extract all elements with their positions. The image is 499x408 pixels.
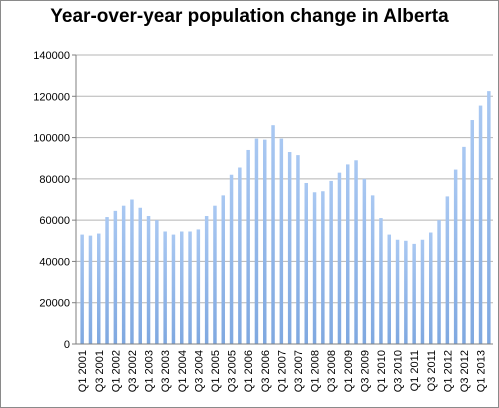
bar (354, 160, 358, 344)
bar (138, 207, 142, 344)
bar (155, 220, 159, 344)
y-tick-label: 120000 (33, 91, 70, 103)
x-tick-label: Q3 2002 (127, 350, 139, 392)
bar (412, 243, 416, 344)
y-tick-label: 140000 (33, 50, 70, 62)
bar (238, 167, 242, 344)
bar (188, 231, 192, 344)
bar (279, 138, 284, 344)
bar (196, 229, 201, 344)
bar (171, 234, 176, 344)
bar (130, 199, 134, 344)
bar (180, 231, 184, 344)
bar (146, 216, 151, 344)
bar (287, 152, 292, 344)
x-tick-label: Q3 2010 (393, 350, 405, 392)
bar (246, 149, 250, 344)
bar (97, 233, 101, 344)
bar (404, 240, 408, 344)
bar (213, 205, 217, 344)
x-tick-label: Q1 2010 (376, 350, 388, 392)
chart-title: Year-over-year population change in Albe… (50, 6, 449, 27)
bar (263, 139, 267, 344)
bar (346, 164, 350, 344)
bar (163, 231, 167, 344)
x-tick-label: Q3 2011 (426, 350, 438, 391)
bar (113, 210, 118, 344)
y-tick-label: 80000 (39, 174, 70, 186)
bar (204, 216, 209, 344)
bar (470, 120, 474, 345)
bar (478, 105, 483, 344)
x-tick-label: Q1 2009 (343, 350, 355, 392)
bar (379, 218, 383, 344)
bar (271, 125, 275, 344)
y-tick-label: 0 (64, 339, 70, 351)
y-tick-label: 60000 (39, 215, 70, 227)
bar (337, 172, 342, 344)
bar (437, 220, 441, 344)
x-tick-label: Q3 2012 (459, 350, 471, 392)
x-tick-label: Q3 2009 (359, 350, 371, 392)
bar (229, 174, 234, 344)
y-tick-label: 100000 (33, 133, 70, 145)
axes (72, 54, 493, 345)
x-tick-label: Q3 2005 (227, 350, 239, 392)
bar (88, 235, 93, 344)
bar (329, 180, 333, 344)
bar (362, 178, 367, 344)
x-tick-label: Q3 2003 (160, 350, 172, 392)
bar (370, 195, 375, 344)
x-tick-label: Q1 2008 (310, 350, 322, 392)
x-tick-label: Q3 2004 (193, 350, 205, 392)
bar (221, 195, 225, 344)
bar (121, 205, 126, 344)
bar (105, 217, 109, 344)
bar (395, 239, 400, 344)
x-tick-label: Q1 2001 (77, 350, 89, 392)
x-tick-label: Q1 2004 (177, 350, 189, 392)
x-tick-label: Q1 2005 (210, 350, 222, 392)
x-tick-label: Q3 2007 (293, 350, 305, 392)
gridlines (76, 54, 493, 304)
y-tick-labels: 0 20000 40000 60000 80000 100000 120000 140000 (33, 50, 70, 351)
bar (387, 234, 391, 344)
bar (296, 155, 300, 344)
x-tick-label: Q3 2006 (260, 350, 272, 392)
bar (462, 146, 466, 344)
bar (420, 239, 425, 344)
x-tick-label: Q1 2011 (409, 350, 421, 391)
x-tick-label: Q1 2007 (276, 350, 288, 392)
bar (487, 91, 491, 344)
bar (312, 192, 317, 344)
x-tick-label: Q3 2008 (326, 350, 338, 392)
bars (80, 91, 491, 345)
x-tick-label: Q1 2013 (476, 350, 488, 392)
x-tick-labels: Q1 2001 Q3 2001 Q1 2002 Q3 2002 Q1 2003 Q3 20… (77, 350, 487, 392)
x-tick-label: Q1 2002 (110, 350, 122, 392)
x-tick-label: Q1 2006 (243, 350, 255, 392)
bar (304, 182, 308, 344)
x-tick-label: Q1 2012 (442, 350, 454, 392)
y-tick-label: 40000 (39, 256, 70, 268)
bar (453, 169, 458, 344)
bar (429, 232, 433, 344)
bar (445, 196, 450, 344)
x-tick-label: Q3 2001 (94, 350, 106, 392)
y-tick-label: 20000 (39, 298, 70, 310)
bar (321, 191, 325, 344)
bar (80, 234, 84, 344)
x-tick-label: Q1 2003 (144, 350, 156, 392)
bar (254, 138, 259, 344)
